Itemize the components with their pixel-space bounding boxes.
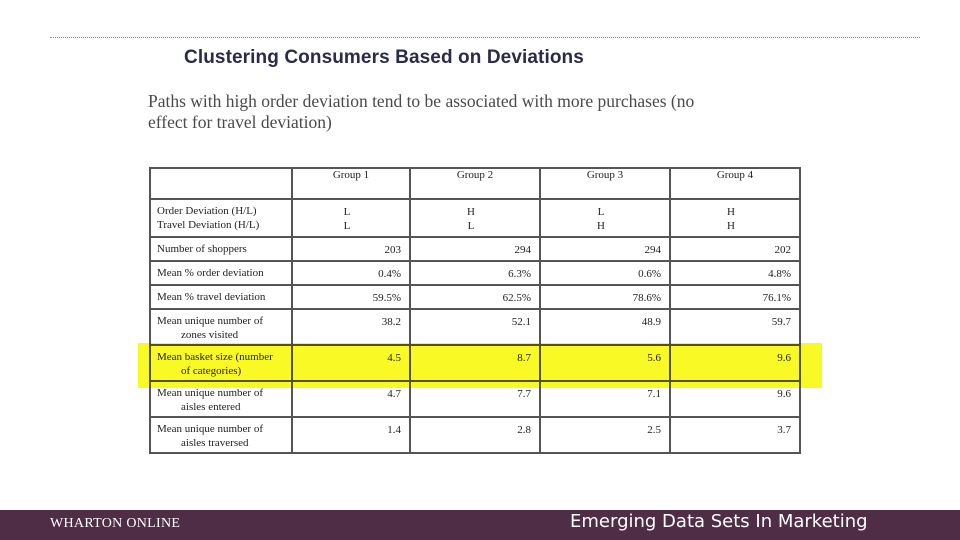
results-table-container: Group 1 Group 2 Group 3 Group 4 Order De… xyxy=(149,167,801,454)
cell-group-2: 294 xyxy=(409,236,541,262)
row-label-line-2: of categories) xyxy=(181,365,242,377)
cell-group-1: 0.4% xyxy=(291,260,411,286)
cell-group-3: 78.6% xyxy=(539,284,671,310)
header-group-3: Group 3 xyxy=(539,167,671,200)
travel-deviation-value: H xyxy=(597,220,605,232)
cell-group-1: 1.4 xyxy=(291,416,411,454)
deviation-cell-group-1: L L xyxy=(291,198,411,238)
cell-group-4: 3.7 xyxy=(669,416,801,454)
cell-group-3: 0.6% xyxy=(539,260,671,286)
travel-deviation-label: Travel Deviation (H/L) xyxy=(157,219,260,231)
deviation-cell-group-2: H L xyxy=(409,198,541,238)
cell-group-3: 294 xyxy=(539,236,671,262)
row-label: Mean unique number of zones visited xyxy=(149,308,293,346)
cell-group-1: 4.7 xyxy=(291,380,411,418)
table-row-basket-size: Mean basket size (number of categories) … xyxy=(149,344,801,382)
table-row-aisles-traversed: Mean unique number of aisles traversed 1… xyxy=(149,416,801,454)
deviation-cell-group-3: L H xyxy=(539,198,671,238)
travel-deviation-value: H xyxy=(727,220,735,232)
cell-group-2: 8.7 xyxy=(409,344,541,382)
cell-group-3: 7.1 xyxy=(539,380,671,418)
results-table: Group 1 Group 2 Group 3 Group 4 Order De… xyxy=(149,167,801,454)
row-label-line-1: Mean unique number of xyxy=(157,315,263,327)
row-label: Mean % travel deviation xyxy=(149,284,293,310)
cell-group-4: 9.6 xyxy=(669,344,801,382)
cell-group-4: 59.7 xyxy=(669,308,801,346)
header-group-2: Group 2 xyxy=(409,167,541,200)
cell-group-4: 4.8% xyxy=(669,260,801,286)
order-deviation-value: H xyxy=(467,206,475,218)
row-label-line-2: zones visited xyxy=(181,329,239,341)
order-deviation-label: Order Deviation (H/L) xyxy=(157,205,257,217)
deviation-row: Order Deviation (H/L) Travel Deviation (… xyxy=(149,198,801,238)
cell-group-2: 2.8 xyxy=(409,416,541,454)
order-deviation-value: H xyxy=(727,206,735,218)
order-deviation-value: L xyxy=(343,206,351,218)
header-empty xyxy=(149,167,293,200)
deviation-cell-group-4: H H xyxy=(669,198,801,238)
row-label-line-1: Mean unique number of xyxy=(157,387,263,399)
row-label: Mean basket size (number of categories) xyxy=(149,344,293,382)
table-row-order-deviation: Mean % order deviation 0.4% 6.3% 0.6% 4.… xyxy=(149,260,801,286)
cell-group-1: 4.5 xyxy=(291,344,411,382)
cell-group-2: 6.3% xyxy=(409,260,541,286)
cell-group-2: 7.7 xyxy=(409,380,541,418)
order-deviation-value: L xyxy=(597,206,605,218)
footer-course-title: Emerging Data Sets In Marketing xyxy=(570,511,868,532)
cell-group-4: 9.6 xyxy=(669,380,801,418)
footer-bar xyxy=(0,510,960,540)
cell-group-2: 52.1 xyxy=(409,308,541,346)
cell-group-3: 48.9 xyxy=(539,308,671,346)
row-label: Mean unique number of aisles entered xyxy=(149,380,293,418)
table-row-travel-deviation: Mean % travel deviation 59.5% 62.5% 78.6… xyxy=(149,284,801,310)
table-row-number-of-shoppers: Number of shoppers 203 294 294 202 xyxy=(149,236,801,262)
cell-group-1: 203 xyxy=(291,236,411,262)
row-label-line-2: aisles traversed xyxy=(181,437,249,449)
cell-group-2: 62.5% xyxy=(409,284,541,310)
row-label-line-1: Mean basket size (number xyxy=(157,351,273,363)
table-header-row: Group 1 Group 2 Group 3 Group 4 xyxy=(149,167,801,200)
table-row-zones-visited: Mean unique number of zones visited 38.2… xyxy=(149,308,801,346)
row-label: Mean % order deviation xyxy=(149,260,293,286)
row-label: Mean unique number of aisles traversed xyxy=(149,416,293,454)
table-row-aisles-entered: Mean unique number of aisles entered 4.7… xyxy=(149,380,801,418)
slide-subtitle: Paths with high order deviation tend to … xyxy=(148,91,695,132)
footer-brand: WHARTON ONLINE xyxy=(50,516,181,531)
cell-group-1: 59.5% xyxy=(291,284,411,310)
cell-group-4: 202 xyxy=(669,236,801,262)
top-divider xyxy=(50,37,920,38)
cell-group-3: 2.5 xyxy=(539,416,671,454)
travel-deviation-value: L xyxy=(343,220,351,232)
cell-group-4: 76.1% xyxy=(669,284,801,310)
cell-group-1: 38.2 xyxy=(291,308,411,346)
header-group-1: Group 1 xyxy=(291,167,411,200)
travel-deviation-value: L xyxy=(467,220,475,232)
row-label-line-2: aisles entered xyxy=(181,401,241,413)
deviation-label-cell: Order Deviation (H/L) Travel Deviation (… xyxy=(149,198,293,238)
header-group-4: Group 4 xyxy=(669,167,801,200)
cell-group-3: 5.6 xyxy=(539,344,671,382)
row-label: Number of shoppers xyxy=(149,236,293,262)
row-label-line-1: Mean unique number of xyxy=(157,423,263,435)
slide-title: Clustering Consumers Based on Deviations xyxy=(184,47,584,68)
